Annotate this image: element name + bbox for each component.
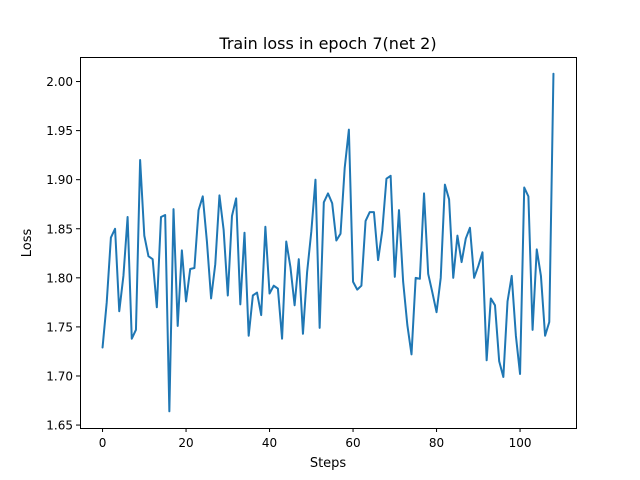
- plot-area: [101, 72, 555, 413]
- x-tick-label: 20: [178, 436, 193, 450]
- y-tick-label: 1.70: [46, 369, 73, 383]
- x-tick-label: 60: [345, 436, 360, 450]
- x-tick-label: 100: [509, 436, 532, 450]
- y-tick-label: 2.00: [46, 75, 73, 89]
- axes-ticks: 0 20 40 60 80 100 1.65 1.70 1.75 1.80 1.85 1.90 1.95…: [46, 75, 531, 450]
- y-tick-label: 1.65: [46, 419, 73, 433]
- y-tick-label: 1.80: [46, 271, 73, 285]
- y-tick-label: 1.90: [46, 173, 73, 187]
- chart-title: Train loss in epoch 7(net 2): [218, 34, 436, 53]
- y-tick-label: 1.85: [46, 222, 73, 236]
- y-tick-label: 1.95: [46, 124, 73, 138]
- x-tick-label: 0: [99, 436, 107, 450]
- x-tick-label: 40: [262, 436, 277, 450]
- x-axis-label: Steps: [310, 456, 347, 471]
- series-line-0: [101, 72, 555, 413]
- plot-frame: [80, 57, 577, 429]
- y-tick-label: 1.75: [46, 320, 73, 334]
- x-tick-label: 80: [429, 436, 444, 450]
- y-axis-label: Loss: [20, 229, 35, 258]
